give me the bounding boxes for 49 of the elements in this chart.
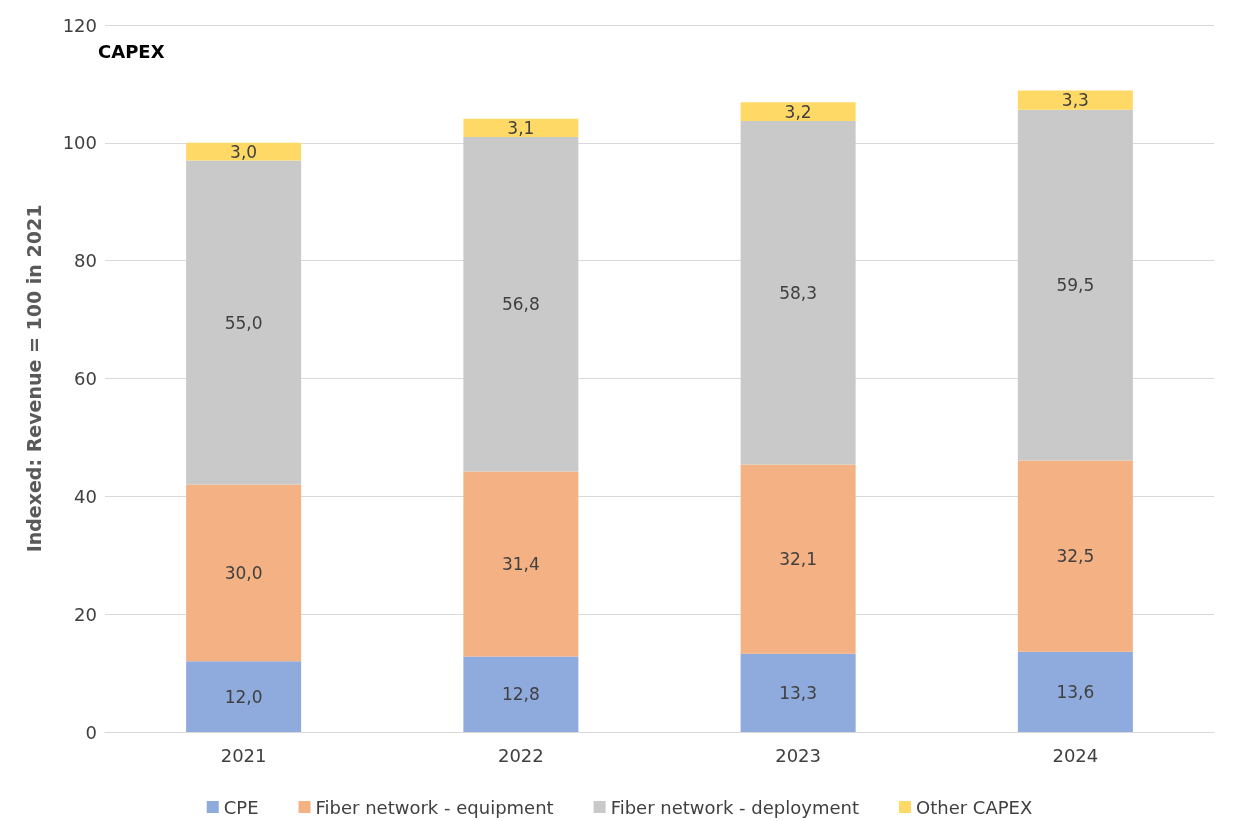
data-label: 58,3 [779,282,818,303]
bar [186,142,302,161]
y-tick-label: 40 [74,485,97,507]
bar [740,121,856,465]
data-label: 3,2 [784,101,812,122]
legend-label: Other CAPEX [916,796,1033,818]
y-tick-label: 0 [85,721,97,743]
legend-label: Fiber network - equipment [315,796,554,818]
legend-label: CPE [223,796,259,818]
data-label: 32,5 [1056,546,1095,567]
bar [740,464,856,654]
bar [740,102,856,122]
bar [463,471,579,657]
data-label: 12,0 [224,686,263,707]
data-label: 55,0 [224,312,263,333]
data-label: 31,4 [501,554,540,575]
data-label: 32,1 [779,549,818,570]
data-label: 30,0 [224,562,263,583]
y-tick-label: 60 [74,368,97,389]
bar [463,136,579,472]
bar [463,118,579,137]
data-label: 13,3 [779,682,818,703]
bar [1017,109,1133,461]
bar [1017,651,1133,732]
legend-label: Fiber network - deployment [610,796,860,818]
text: CAPEX [98,40,165,62]
bar [186,484,302,662]
y-tick-label: 100 [62,132,97,154]
data-label: 56,8 [501,294,540,315]
y-tick-label: 80 [74,250,97,272]
data-label: 3,0 [230,141,258,162]
bar [1017,90,1133,110]
bar [186,661,302,732]
bar [1017,460,1133,652]
data-label: 59,5 [1056,275,1095,296]
data-label: 3,1 [507,117,535,138]
x-tick-label: 2022 [497,744,544,766]
y-axis-title: Indexed: Revenue = 100 in 2021 [22,204,45,553]
data-label: 13,6 [1056,681,1095,702]
x-tick-label: 2024 [1052,744,1099,766]
x-tick-label: 2023 [775,744,822,766]
x-tick-label: 2021 [220,744,267,766]
data-label: 3,3 [1061,90,1089,111]
y-tick-label: 20 [74,603,97,625]
bar [186,160,302,485]
bar [463,656,579,732]
bar [740,653,856,732]
y-tick-label: 120 [62,14,97,36]
data-label: 12,8 [501,684,540,705]
